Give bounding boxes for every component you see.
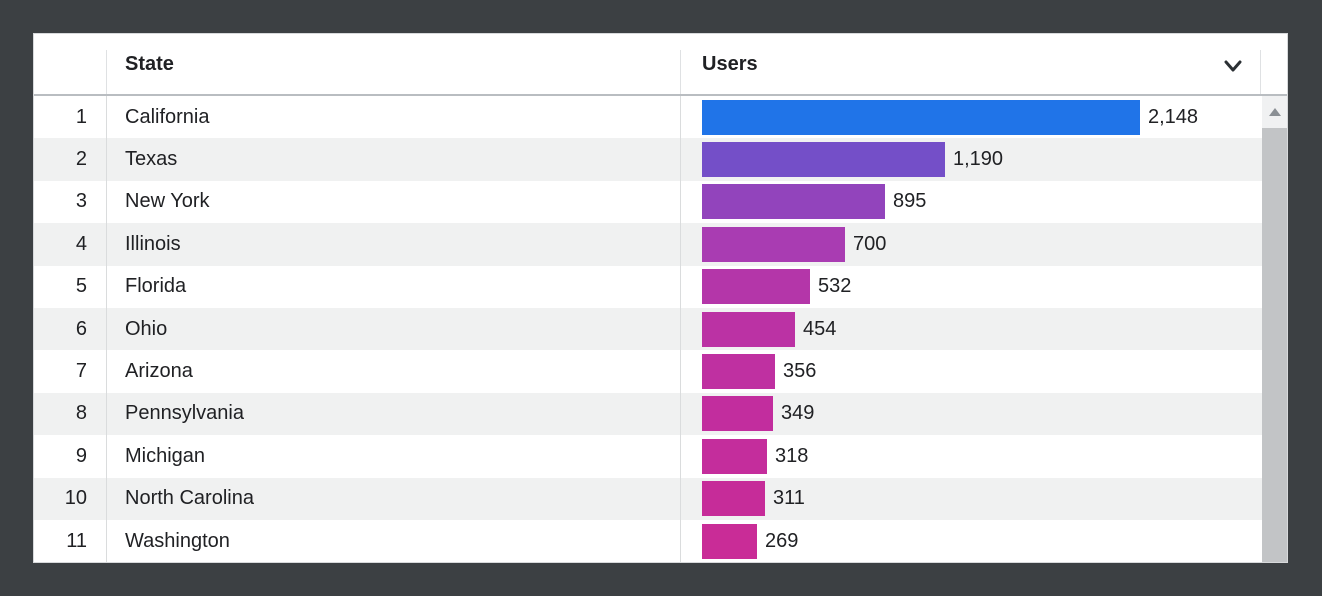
- users-value: 2,148: [1148, 105, 1199, 128]
- users-value: 895: [893, 190, 927, 213]
- table-rows: 1 California 2,148 2 Texas 1,190 3 New Y…: [34, 96, 1287, 562]
- row-users-cell: 311: [680, 478, 1262, 520]
- row-state: Texas: [125, 148, 178, 171]
- users-bar: [702, 396, 773, 432]
- column-header-users[interactable]: Users: [680, 53, 1287, 76]
- column-header-users-label: Users: [702, 52, 758, 75]
- header-divider: [680, 50, 681, 94]
- row-rank: 9: [75, 444, 87, 467]
- table-row[interactable]: 6 Ohio 454: [34, 307, 1287, 351]
- row-state: Michigan: [125, 444, 206, 467]
- users-value: 356: [783, 360, 817, 383]
- row-users-cell: 1,190: [680, 138, 1262, 180]
- row-users-cell: 356: [680, 350, 1262, 392]
- row-rank: 6: [75, 317, 87, 340]
- users-bar: [702, 269, 810, 305]
- users-bar: [702, 311, 795, 347]
- scroll-up-button[interactable]: [1262, 96, 1287, 128]
- row-state: California: [125, 105, 210, 128]
- column-header-state-label: State: [125, 52, 174, 75]
- row-users-cell: 454: [680, 308, 1262, 350]
- table-row[interactable]: 9 Michigan 318: [34, 435, 1287, 478]
- chevron-down-icon[interactable]: [1220, 53, 1246, 79]
- users-value: 349: [781, 402, 815, 425]
- users-bar: [702, 184, 885, 220]
- row-rank: 1: [75, 105, 87, 128]
- scrollbar-thumb[interactable]: [1262, 128, 1287, 562]
- row-rank: 8: [75, 402, 87, 425]
- header-divider: [1260, 50, 1261, 94]
- row-state: Pennsylvania: [125, 402, 244, 425]
- users-bar: [702, 226, 845, 262]
- row-users-cell: 318: [680, 435, 1262, 477]
- header-divider: [106, 50, 107, 94]
- row-users-cell: 2,148: [680, 96, 1262, 138]
- vertical-scrollbar[interactable]: [1262, 96, 1287, 562]
- users-bar: [702, 438, 767, 474]
- table-header-row: State Users: [34, 34, 1287, 96]
- table-row[interactable]: 2 Texas 1,190: [34, 138, 1287, 181]
- table-row[interactable]: 10 North Carolina 311: [34, 477, 1287, 520]
- row-rank: 10: [64, 487, 87, 510]
- users-bar: [702, 142, 945, 178]
- table-row[interactable]: 3 New York 895: [34, 180, 1287, 224]
- table-row[interactable]: 8 Pennsylvania 349: [34, 392, 1287, 436]
- users-bar: [702, 481, 765, 517]
- table-row[interactable]: 11 Washington 269: [34, 519, 1287, 562]
- table-row[interactable]: 7 Arizona 356: [34, 350, 1287, 393]
- row-state: Arizona: [125, 360, 193, 383]
- row-state: Illinois: [125, 232, 181, 255]
- row-rank: 11: [66, 529, 87, 552]
- row-users-cell: 349: [680, 393, 1262, 435]
- row-rank: 2: [75, 148, 87, 171]
- row-state: New York: [125, 190, 210, 213]
- users-bar: [702, 99, 1140, 135]
- users-bar: [702, 523, 757, 559]
- row-rank: 4: [75, 232, 87, 255]
- table-body: 1 California 2,148 2 Texas 1,190 3 New Y…: [34, 96, 1287, 562]
- row-users-cell: 700: [680, 223, 1262, 265]
- column-header-state[interactable]: State: [106, 53, 680, 76]
- users-value: 700: [853, 232, 887, 255]
- row-state: Washington: [125, 529, 230, 552]
- table-row[interactable]: 5 Florida 532: [34, 265, 1287, 308]
- users-value: 269: [765, 529, 799, 552]
- scroll-up-arrow-icon: [1268, 108, 1281, 116]
- table-row[interactable]: 4 Illinois 700: [34, 223, 1287, 266]
- table-chart-card: State Users 1 California 2,148 2 Texas 1…: [33, 33, 1288, 563]
- users-value: 532: [818, 275, 852, 298]
- row-state: Florida: [125, 275, 187, 298]
- users-value: 454: [803, 317, 837, 340]
- row-state: North Carolina: [125, 487, 254, 510]
- table-row[interactable]: 1 California 2,148: [34, 96, 1287, 139]
- row-state: Ohio: [125, 317, 168, 340]
- row-rank: 7: [75, 360, 87, 383]
- row-rank: 3: [75, 190, 87, 213]
- row-users-cell: 269: [680, 520, 1262, 562]
- row-rank: 5: [75, 275, 87, 298]
- row-users-cell: 895: [680, 181, 1262, 223]
- users-value: 1,190: [953, 148, 1004, 171]
- users-value: 318: [775, 444, 809, 467]
- row-users-cell: 532: [680, 266, 1262, 308]
- users-bar: [702, 354, 775, 390]
- users-value: 311: [773, 487, 805, 510]
